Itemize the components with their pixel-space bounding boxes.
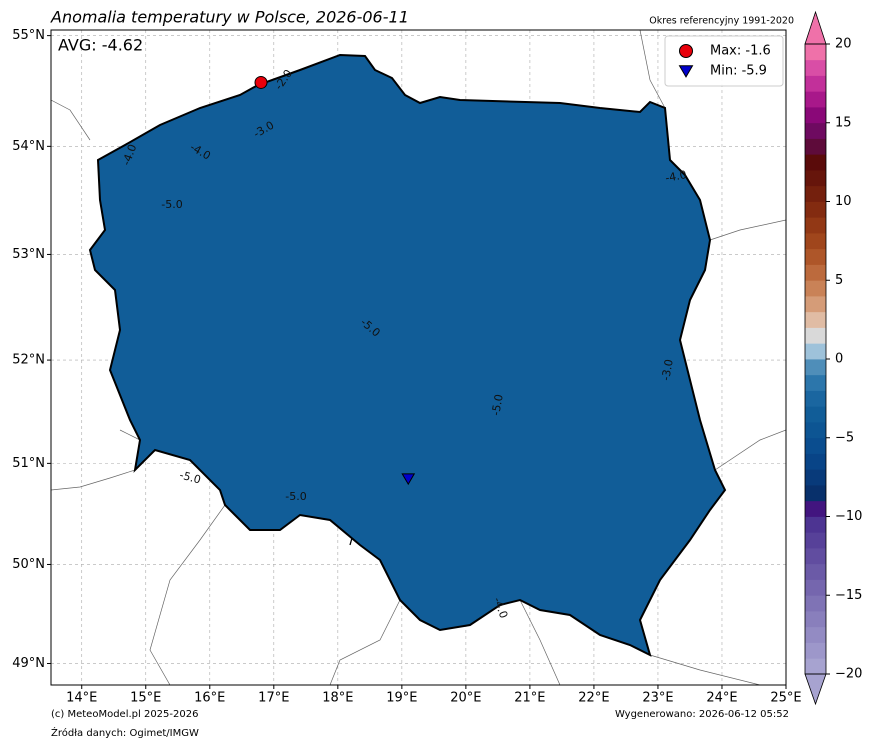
colorbar-band <box>805 532 826 549</box>
colorbar-band <box>805 44 826 61</box>
x-tick-label: 23°E <box>642 691 673 706</box>
colorbar-band <box>805 248 826 265</box>
contour-label: -5.0 <box>161 198 182 211</box>
colorbar-band <box>805 390 826 407</box>
title: Anomalia temperatury w Polsce, 2026-06-1… <box>50 8 409 27</box>
colorbar-band <box>805 107 826 124</box>
marker <box>254 75 268 89</box>
colorbar-band <box>805 233 826 250</box>
colorbar-tick-label: 0 <box>835 352 843 367</box>
y-tick-label: 52°N <box>12 353 45 368</box>
colorbar-band <box>805 453 826 470</box>
colorbar-band <box>805 138 826 155</box>
colorbar-band <box>805 406 826 423</box>
x-tick-label: 16°E <box>194 691 225 706</box>
contour-label: -3.0 <box>659 358 676 381</box>
colorbar-band <box>805 500 826 517</box>
marker <box>401 473 416 486</box>
legend-label: Min: -5.9 <box>710 64 767 79</box>
colorbar-band <box>805 280 826 297</box>
legend-symbol <box>679 44 693 58</box>
y-tick-label: 54°N <box>12 139 45 154</box>
colorbar-extend-min <box>804 673 827 706</box>
colorbar-band <box>805 91 826 108</box>
colorbar-band <box>805 327 826 344</box>
x-tick-label: 24°E <box>706 691 737 706</box>
legend-symbol <box>678 65 694 78</box>
x-tick-label: 21°E <box>514 691 545 706</box>
colorbar-band <box>805 185 826 202</box>
colorbar-extend-max <box>804 10 827 45</box>
map-frame <box>50 29 787 686</box>
colorbar: −20 −15 −10 −5 0 5 10 15 20 <box>804 10 862 706</box>
colorbar-band <box>805 516 826 533</box>
y-tick-label: 55°N <box>12 28 45 43</box>
y-tick-label: 53°N <box>12 247 45 262</box>
colorbar-band <box>805 296 826 313</box>
colorbar-band <box>805 579 826 596</box>
y-tick-label: 51°N <box>12 456 45 471</box>
colorbar-tick-label: −5 <box>835 430 854 445</box>
colorbar-band <box>805 154 826 171</box>
colorbar-band <box>805 437 826 454</box>
y-tick-label: 49°N <box>12 656 45 671</box>
contour-label: -5.0 <box>285 490 306 503</box>
neighbour-borders <box>51 30 786 685</box>
colorbar-tick-label: 20 <box>835 37 852 52</box>
colorbar-tick-label: 10 <box>835 194 852 209</box>
colorbar-band <box>805 359 826 376</box>
colorbar-band <box>805 642 826 659</box>
y-tick-label: 50°N <box>12 557 45 572</box>
generated: Wygenerowano: 2026-06-12 05:52 <box>615 709 789 720</box>
x-tick-label: 19°E <box>386 691 417 706</box>
colorbar-band <box>805 170 826 187</box>
colorbar-tick-label: −20 <box>835 667 862 682</box>
colorbar-band <box>805 469 826 486</box>
legend: Max: -1.6 Min: -5.9 <box>664 35 784 87</box>
colorbar-band <box>805 548 826 565</box>
colorbar-band <box>805 595 826 612</box>
colorbar-band <box>805 122 826 139</box>
sources: Źródła danych: Ogimet/IMGW <box>51 726 199 739</box>
legend-label: Max: -1.6 <box>710 44 771 59</box>
colorbar-band <box>805 374 826 391</box>
x-tick-label: 20°E <box>450 691 481 706</box>
copyright: (c) MeteoModel.pl 2025-2026 <box>51 709 198 720</box>
x-tick-label: 14°E <box>66 691 97 706</box>
average: AVG: -4.62 <box>58 36 143 55</box>
colorbar-band <box>805 264 826 281</box>
colorbar-band <box>805 485 826 502</box>
colorbar-band <box>805 611 826 628</box>
colorbar-band <box>805 217 826 234</box>
colorbar-band <box>805 343 826 360</box>
x-tick-label: 15°E <box>130 691 161 706</box>
contour-label: -5.0 <box>489 393 506 416</box>
x-tick-label: 25°E <box>770 691 801 706</box>
markers <box>254 75 416 486</box>
x-tick-label: 22°E <box>578 691 609 706</box>
colorbar-band <box>805 658 826 675</box>
colorbar-band <box>805 59 826 76</box>
contour-label: -5.0 <box>178 468 202 486</box>
colorbar-band <box>805 626 826 643</box>
map-area: -5.0 -5.0 -5.0 -5.0 -5.0 -4.0 -4.0 -4.0 … <box>51 30 786 685</box>
x-tick-label: 17°E <box>258 691 289 706</box>
colorbar-tick-label: 15 <box>835 115 852 130</box>
reference-period: Okres referencyjny 1991-2020 <box>649 16 794 27</box>
colorbar-tick-label: 5 <box>835 273 843 288</box>
contour-label: -4.0 <box>664 168 687 185</box>
colorbar-tick-label: −10 <box>835 509 862 524</box>
colorbar-tick-label: −15 <box>835 588 862 603</box>
colorbar-band <box>805 563 826 580</box>
colorbar-band <box>805 75 826 92</box>
legend-box <box>664 35 784 87</box>
x-tick-label: 18°E <box>322 691 353 706</box>
colorbar-band <box>805 311 826 328</box>
colorbar-band <box>805 422 826 439</box>
colorbar-band <box>805 201 826 218</box>
